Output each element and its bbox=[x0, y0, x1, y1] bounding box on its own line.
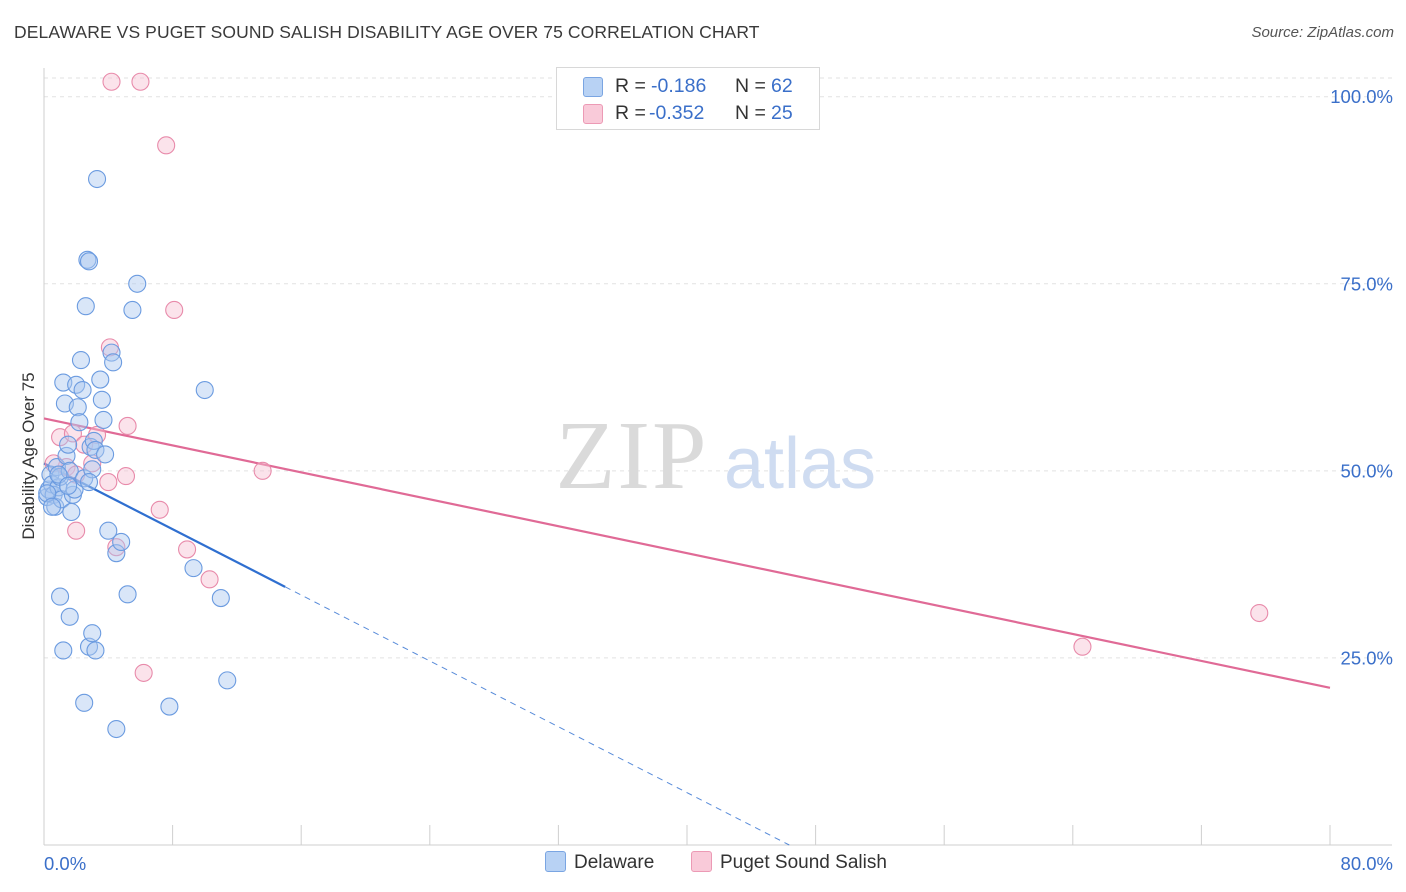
salish-swatch bbox=[583, 104, 603, 124]
delaware-point bbox=[94, 410, 113, 430]
delaware-point bbox=[57, 446, 76, 465]
salish-point bbox=[178, 540, 197, 559]
delaware-point bbox=[51, 587, 70, 606]
delaware-point bbox=[195, 380, 214, 400]
delaware-points bbox=[38, 169, 237, 739]
salish-points bbox=[44, 72, 1269, 682]
delaware-point bbox=[70, 413, 89, 432]
delaware-point bbox=[87, 169, 107, 189]
x-tick-label: 80.0% bbox=[1341, 853, 1393, 874]
delaware-point bbox=[59, 435, 78, 454]
salish-point bbox=[99, 473, 118, 492]
delaware-swatch bbox=[583, 77, 603, 97]
delaware-point bbox=[91, 370, 110, 389]
salish-point bbox=[63, 424, 82, 443]
salish-legend-label: Puget Sound Salish bbox=[720, 852, 887, 873]
delaware-point bbox=[86, 641, 105, 660]
tick-labels: 25.0% 50.0% 75.0% 100.0% 0.0% 80.0% bbox=[44, 86, 1393, 874]
delaware-point bbox=[83, 624, 102, 643]
r-value: -0.186 bbox=[651, 75, 707, 97]
bottom-legend-salish: Puget Sound Salish bbox=[691, 851, 887, 874]
delaware-point bbox=[84, 431, 103, 450]
delaware-point bbox=[104, 353, 123, 372]
salish-point bbox=[134, 663, 153, 682]
delaware-point bbox=[99, 521, 118, 540]
salish-point bbox=[165, 300, 184, 320]
watermark: ZIP atlas bbox=[556, 402, 877, 510]
delaware-point bbox=[59, 476, 78, 495]
salish-point bbox=[102, 72, 121, 91]
delaware-point bbox=[60, 607, 79, 626]
y-tick-label: 25.0% bbox=[1341, 647, 1393, 668]
gridlines bbox=[44, 77, 1392, 659]
stats-legend: R = -0.186 N = 62 R = -0.352 N = 25 bbox=[556, 67, 820, 130]
salish-point bbox=[118, 416, 137, 436]
r-label: R = bbox=[615, 75, 646, 97]
delaware-point bbox=[211, 589, 230, 608]
delaware-point bbox=[79, 252, 99, 271]
y-axis-label: Disability Age Over 75 bbox=[19, 372, 38, 539]
delaware-point bbox=[76, 297, 95, 316]
delaware-point bbox=[184, 559, 203, 578]
r-value: -0.352 bbox=[649, 102, 705, 124]
salish-point bbox=[67, 521, 86, 540]
salish-point bbox=[1073, 637, 1092, 656]
n-label: N = bbox=[735, 75, 766, 97]
delaware-trend-extension bbox=[284, 586, 790, 846]
delaware-trend-line bbox=[43, 462, 286, 588]
delaware-point bbox=[62, 502, 81, 522]
delaware-point bbox=[96, 445, 115, 464]
delaware-point bbox=[68, 398, 87, 417]
delaware-legend-swatch bbox=[545, 851, 566, 872]
delaware-point bbox=[160, 697, 179, 716]
delaware-point bbox=[128, 274, 147, 293]
watermark-atlas: atlas bbox=[724, 424, 876, 504]
axes bbox=[43, 68, 1392, 846]
n-value: 62 bbox=[771, 75, 793, 97]
delaware-point bbox=[60, 461, 79, 480]
salish-point bbox=[253, 461, 272, 480]
salish-point bbox=[131, 72, 150, 91]
y-tick-label: 50.0% bbox=[1341, 460, 1393, 481]
delaware-point bbox=[107, 719, 126, 739]
salish-point bbox=[157, 136, 176, 155]
watermark-zip: ZIP bbox=[556, 402, 709, 510]
salish-point bbox=[1250, 603, 1269, 623]
delaware-point bbox=[92, 390, 111, 409]
salish-point bbox=[107, 538, 126, 557]
salish-point bbox=[116, 467, 136, 486]
salish-point bbox=[150, 500, 169, 519]
chart-title: DELAWARE VS PUGET SOUND SALISH DISABILIT… bbox=[14, 22, 760, 42]
delaware-point bbox=[218, 671, 237, 690]
delaware-point bbox=[71, 351, 91, 370]
y-tick-label: 75.0% bbox=[1341, 273, 1393, 294]
delaware-point bbox=[86, 440, 105, 459]
source-label: Source: ZipAtlas.com bbox=[1251, 24, 1394, 41]
delaware-point bbox=[38, 484, 57, 503]
delaware-point bbox=[54, 641, 73, 660]
delaware-point bbox=[79, 473, 99, 492]
delaware-point bbox=[118, 585, 137, 604]
salish-point bbox=[200, 570, 219, 589]
r-label: R = bbox=[615, 102, 646, 124]
delaware-point bbox=[73, 380, 92, 400]
delaware-point bbox=[112, 532, 131, 551]
delaware-point bbox=[107, 544, 126, 563]
salish-legend-swatch bbox=[691, 851, 712, 872]
n-label: N = bbox=[735, 102, 766, 124]
n-value: 25 bbox=[771, 102, 793, 124]
delaware-point bbox=[123, 300, 142, 320]
delaware-point bbox=[42, 497, 62, 516]
bottom-legend-delaware: Delaware bbox=[545, 851, 654, 874]
x-tick-label: 0.0% bbox=[44, 853, 86, 874]
delaware-point bbox=[75, 693, 94, 712]
delaware-legend-label: Delaware bbox=[574, 852, 655, 873]
y-tick-label: 100.0% bbox=[1330, 86, 1393, 107]
